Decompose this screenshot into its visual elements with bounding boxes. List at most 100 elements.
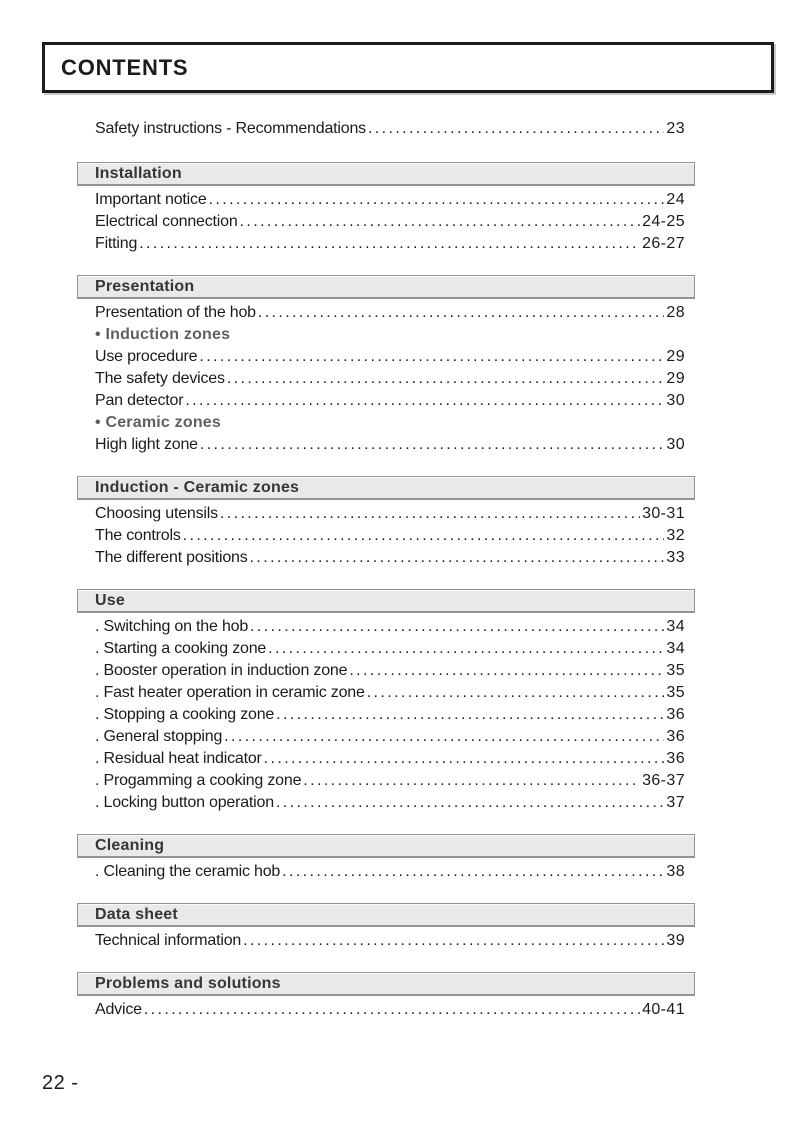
section-header-label: Installation [95, 164, 182, 182]
page-title: CONTENTS [61, 54, 189, 80]
toc-entry: The safety devices 29 [95, 368, 685, 390]
toc-entry: Important notice 24 [95, 189, 685, 211]
toc-entry-page: 40-41 [642, 1001, 685, 1018]
toc-entry-page: 35 [666, 684, 685, 701]
toc-entry: Fitting 26-27 [95, 233, 685, 255]
toc-entry-page: 26-27 [642, 235, 685, 252]
toc-entry-label: The different positions [95, 549, 248, 566]
toc-entry: . Cleaning the ceramic hob 38 [95, 861, 685, 883]
toc-entry-label: The controls [95, 527, 181, 544]
toc-entry-page: 34 [666, 618, 685, 635]
section-header: Presentation [77, 275, 695, 299]
toc-entry-page: 38 [666, 863, 685, 880]
toc-entry: . Residual heat indicator 36 [95, 748, 685, 770]
toc-leader-dots [220, 503, 640, 525]
toc-entry-label: . Residual heat indicator [95, 750, 262, 767]
toc-entry-label: Choosing utensils [95, 505, 218, 522]
toc-entry: . General stopping 36 [95, 726, 685, 748]
section-header-label: Presentation [95, 277, 195, 295]
section-header: Installation [77, 162, 695, 186]
toc-entry-page: 29 [666, 370, 685, 387]
toc-leader-dots [139, 233, 640, 255]
toc-entry-page: 36-37 [642, 772, 685, 789]
toc-entry: Electrical connection 24-25 [95, 211, 685, 233]
toc-section: Induction - Ceramic zones Choosing utensi… [77, 476, 695, 569]
toc-section: Presentation Presentation of the hob 28 • I… [77, 275, 695, 456]
section-items: . Cleaning the ceramic hob 38 [77, 858, 695, 883]
toc-subheading: • Induction zones [95, 324, 685, 346]
toc-entry-label: Technical information [95, 932, 242, 949]
toc-entry-label: . Starting a cooking zone [95, 640, 267, 657]
toc-entry: . Locking button operation 37 [95, 792, 685, 814]
toc-entry-label: . Switching on the hob [95, 618, 249, 635]
toc-leader-dots [268, 638, 664, 660]
toc-entry: Pan detector 30 [95, 390, 685, 412]
toc-leader-dots [183, 525, 665, 547]
toc-entry: . Booster operation in induction zone 35 [95, 660, 685, 682]
toc-leader-dots [209, 189, 665, 211]
toc-leader-dots [276, 704, 664, 726]
toc-entry-label: . Locking button operation [95, 794, 274, 811]
toc-leader-dots [144, 999, 640, 1021]
toc-leader-dots [258, 302, 665, 324]
toc-entry: Safety instructions - Recommendations 23 [77, 118, 695, 140]
toc-section: Installation Important notice 24 Electrical… [77, 162, 695, 255]
section-header-label: Induction - Ceramic zones [95, 478, 300, 496]
toc-entry-page: 30 [666, 436, 685, 453]
toc-entry-page: 30 [666, 392, 685, 409]
toc-entry-page: 28 [666, 304, 685, 321]
toc-leader-dots [199, 346, 664, 368]
toc-entry: The different positions 33 [95, 547, 685, 569]
toc-entry: . Progamming a cooking zone 36-37 [95, 770, 685, 792]
toc-entry: High light zone 30 [95, 434, 685, 456]
toc-entry-page: 35 [666, 662, 685, 679]
section-items: Technical information 39 [77, 927, 695, 952]
toc-section: Use . Switching on the hob 34 . Starting a … [77, 589, 695, 814]
toc-entry: Choosing utensils 30-31 [95, 503, 685, 525]
toc-entry-label: Pan detector [95, 392, 184, 409]
section-header: Data sheet [77, 903, 695, 927]
section-header-label: Problems and solutions [95, 974, 281, 992]
toc-entry-page: 23 [666, 120, 685, 137]
toc-subheading-label: • Ceramic zones [95, 414, 221, 431]
section-header: Cleaning [77, 834, 695, 858]
toc-entry: The controls 32 [95, 525, 685, 547]
section-header-label: Data sheet [95, 905, 178, 923]
toc-entry-page: 36 [666, 750, 685, 767]
toc-entry-label: . General stopping [95, 728, 223, 745]
toc-entry-page: 24 [666, 191, 685, 208]
section-items: Presentation of the hob 28 • Induction zon… [77, 299, 695, 456]
toc-leader-dots [240, 211, 641, 233]
toc-leader-dots [200, 434, 665, 456]
toc-entry: . Fast heater operation in ceramic zone 3… [95, 682, 685, 704]
toc-leader-dots [250, 547, 665, 569]
toc-leader-dots [243, 930, 664, 952]
toc-subheading: • Ceramic zones [95, 412, 685, 434]
toc-entry-page: 36 [666, 706, 685, 723]
section-header: Problems and solutions [77, 972, 695, 996]
toc-entry-label: Use procedure [95, 348, 198, 365]
toc-entry-label: Safety instructions - Recommendations [95, 120, 366, 137]
section-header-label: Cleaning [95, 836, 165, 854]
toc-entry-page: 24-25 [642, 213, 685, 230]
toc-entry-page: 30-31 [642, 505, 685, 522]
toc-entry-page: 39 [666, 932, 685, 949]
toc-entry-page: 29 [666, 348, 685, 365]
toc-entry: Presentation of the hob 28 [95, 302, 685, 324]
toc-leader-dots [227, 368, 665, 390]
section-items: . Switching on the hob 34 . Starting a coo… [77, 613, 695, 814]
section-header-label: Use [95, 591, 125, 609]
toc-entry-label: Electrical connection [95, 213, 238, 230]
toc-entry-page: 34 [666, 640, 685, 657]
section-header: Use [77, 589, 695, 613]
toc-entry-label: Advice [95, 1001, 142, 1018]
toc-entry: Technical information 39 [95, 930, 685, 952]
section-items: Advice 40-41 [77, 996, 695, 1021]
toc-leader-dots [349, 660, 664, 682]
toc: Safety instructions - Recommendations 23 I… [77, 118, 695, 1021]
toc-subheading-label: • Induction zones [95, 326, 231, 343]
toc-entry-label: . Cleaning the ceramic hob [95, 863, 281, 880]
toc-entry: . Stopping a cooking zone 36 [95, 704, 685, 726]
